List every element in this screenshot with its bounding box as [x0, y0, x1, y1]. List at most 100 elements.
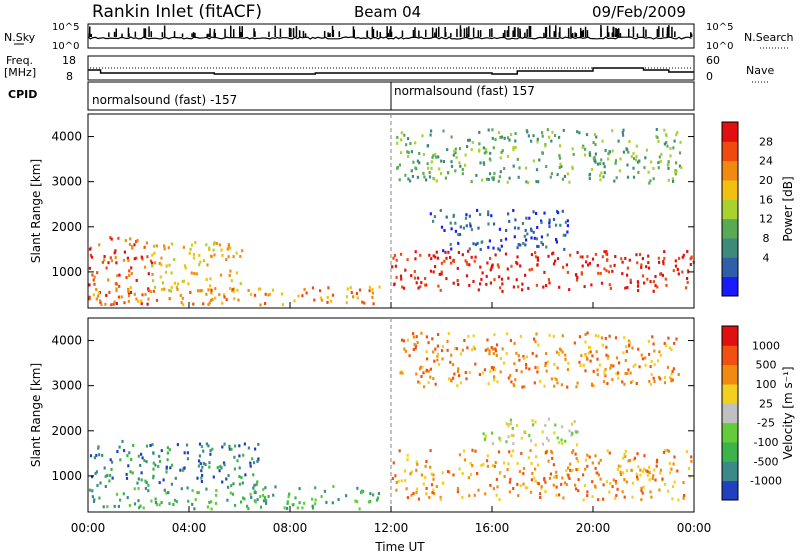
data-cell	[632, 175, 636, 179]
data-cell	[471, 140, 474, 144]
data-cell	[619, 473, 623, 476]
data-cell	[211, 298, 214, 301]
beam-label: Beam 04	[354, 3, 421, 21]
data-cell	[536, 370, 539, 374]
data-cell	[569, 468, 572, 472]
colorbar-tick-label: 8	[763, 232, 770, 245]
data-cell	[601, 139, 604, 143]
data-cell	[566, 368, 569, 372]
data-cell	[425, 350, 428, 354]
nsky-spike	[456, 28, 458, 38]
nsky-spike	[418, 30, 420, 37]
data-cell	[358, 507, 361, 511]
data-cell	[579, 255, 582, 259]
data-cell	[469, 224, 472, 228]
data-cell	[191, 502, 194, 506]
data-cell	[144, 486, 147, 490]
data-cell	[441, 357, 444, 361]
data-cell	[603, 250, 606, 254]
nsky-spike	[545, 27, 548, 37]
nsky-spike	[214, 32, 216, 37]
data-cell	[531, 471, 534, 475]
data-cell	[524, 243, 527, 247]
data-cell	[238, 444, 241, 448]
data-cell	[514, 146, 517, 149]
data-cell	[229, 287, 232, 290]
data-cell	[240, 476, 243, 480]
data-cell	[151, 272, 154, 276]
data-cell	[657, 161, 660, 165]
data-cell	[463, 339, 466, 342]
data-cell	[89, 454, 93, 458]
data-cell	[543, 384, 546, 388]
data-cell	[470, 180, 473, 184]
data-cell	[427, 166, 430, 170]
data-cell	[492, 246, 495, 250]
data-cell	[128, 294, 131, 298]
data-cell	[461, 172, 464, 176]
data-cell	[547, 254, 550, 258]
data-cell	[447, 171, 450, 175]
data-cell	[453, 149, 456, 153]
data-cell	[206, 263, 209, 267]
data-cell	[211, 447, 214, 451]
data-cell	[636, 261, 639, 265]
nsky-spike	[412, 30, 415, 37]
data-cell	[656, 285, 659, 289]
data-cell	[523, 234, 526, 238]
y-axis-label: Slant Range [km]	[29, 363, 43, 467]
data-cell	[575, 457, 578, 460]
nsky-spike	[161, 32, 164, 38]
data-cell	[149, 290, 152, 294]
data-cell	[182, 303, 185, 307]
data-cell	[630, 381, 633, 384]
data-cell	[149, 259, 153, 263]
data-cell	[556, 381, 559, 385]
data-cell	[489, 483, 492, 487]
data-cell	[667, 336, 670, 340]
data-cell	[679, 140, 682, 144]
data-cell	[514, 218, 517, 222]
data-cell	[494, 368, 497, 372]
data-cell	[500, 150, 503, 154]
data-cell	[672, 367, 675, 371]
data-cell	[518, 358, 521, 362]
data-cell	[541, 134, 544, 138]
data-cell	[641, 491, 644, 495]
data-cell	[182, 245, 185, 249]
data-cell	[99, 300, 102, 304]
data-cell	[398, 449, 401, 453]
data-cell	[208, 246, 211, 250]
data-cell	[621, 260, 624, 264]
data-cell	[636, 477, 639, 481]
data-cell	[466, 346, 469, 350]
data-cell	[525, 238, 528, 242]
data-cell	[512, 487, 515, 490]
data-cell	[626, 372, 629, 376]
data-cell	[637, 170, 640, 174]
data-cell	[117, 504, 120, 508]
data-cell	[645, 469, 648, 473]
data-cell	[533, 381, 536, 385]
data-cell	[560, 438, 563, 442]
data-cell	[518, 166, 521, 170]
data-cell	[491, 176, 494, 180]
data-cell	[313, 298, 316, 302]
data-cell	[566, 270, 569, 274]
data-cell	[430, 257, 433, 261]
data-cell	[398, 178, 401, 182]
data-cell	[395, 275, 398, 279]
x-tick-label: 16:00	[475, 521, 510, 535]
data-cell	[640, 353, 643, 357]
data-cell	[93, 275, 96, 279]
data-cell	[573, 420, 576, 424]
data-cell	[603, 372, 606, 376]
data-cell	[166, 458, 169, 462]
data-cell	[672, 179, 675, 183]
data-cell	[477, 488, 480, 492]
data-cell	[575, 273, 578, 277]
data-cell	[361, 489, 364, 493]
nsky-spike	[543, 32, 545, 37]
data-cell	[218, 293, 221, 297]
data-cell	[631, 379, 634, 383]
